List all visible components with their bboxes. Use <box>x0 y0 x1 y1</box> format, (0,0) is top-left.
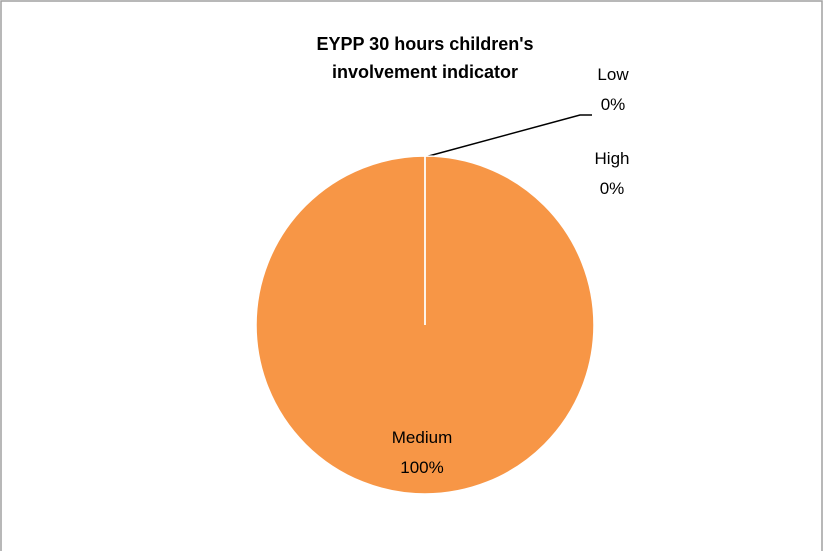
label-value: 0% <box>601 95 626 114</box>
chart-title: EYPP 30 hours children's involvement ind… <box>316 34 534 82</box>
data-label: Medium 100% <box>392 428 452 477</box>
label-category: High <box>595 149 630 168</box>
label-value: 100% <box>400 458 443 477</box>
label-value: 0% <box>600 179 625 198</box>
data-label: Low 0% <box>597 65 629 114</box>
data-label: High 0% <box>595 149 630 198</box>
label-category: Low <box>597 65 629 84</box>
label-category: Medium <box>392 428 452 447</box>
leader-line <box>424 114 592 158</box>
